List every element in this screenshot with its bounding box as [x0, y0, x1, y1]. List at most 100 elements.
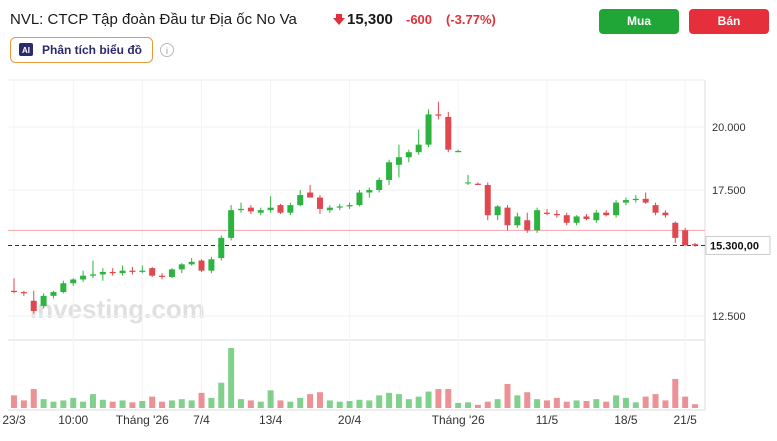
volume-bar	[228, 348, 235, 408]
volume-bar	[297, 397, 304, 408]
analysis-button[interactable]: AI Phân tích biểu đồ	[10, 37, 153, 63]
x-tick-label: Tháng '26	[116, 413, 169, 427]
x-tick-label: 13/4	[259, 413, 283, 427]
volume-bar	[573, 400, 580, 408]
volume-bar	[593, 399, 600, 408]
y-tick-label: 20.000	[712, 122, 746, 134]
candle-body	[208, 259, 215, 271]
analysis-label[interactable]: Phân tích biểu đồ	[42, 43, 142, 57]
volume-bar	[89, 394, 96, 408]
candle-body	[257, 210, 264, 213]
volume-bar	[622, 397, 629, 408]
volume-bar	[218, 382, 225, 408]
x-tick-label: 7/4	[193, 413, 210, 427]
ai-icon	[19, 43, 33, 56]
volume-bar	[682, 396, 689, 408]
candle-body	[89, 274, 96, 276]
candle-body	[277, 205, 284, 213]
volume-bar	[60, 400, 67, 408]
candle-body	[336, 206, 343, 208]
volume-bar	[50, 401, 57, 408]
candle-body	[11, 290, 17, 293]
candle-body	[50, 292, 57, 296]
volume-bar	[465, 402, 472, 408]
volume-bar	[603, 401, 610, 408]
candle-body	[119, 270, 126, 274]
volume-bar	[277, 400, 284, 408]
volume-bar	[405, 399, 412, 408]
volume-bar	[386, 392, 393, 408]
volume-bar	[692, 404, 699, 408]
volume-bar	[662, 400, 669, 408]
candle-body	[346, 205, 353, 207]
candle-body	[524, 220, 531, 231]
x-tick-label: 23/3	[2, 413, 26, 427]
price: 15,300	[347, 11, 393, 28]
last-price-label: 15.300,00	[710, 240, 759, 252]
volume-bar	[70, 397, 77, 408]
candle-body	[642, 198, 649, 203]
volume-bar	[287, 401, 294, 408]
candle-body	[267, 207, 274, 211]
sell-button[interactable]: Bán	[689, 9, 769, 34]
candle-body	[573, 216, 580, 223]
volume-bar	[534, 399, 541, 408]
x-tick-label: 21/5	[673, 413, 697, 427]
candle-body	[632, 198, 639, 201]
volume-bar	[168, 400, 175, 408]
candle-body	[613, 202, 620, 216]
volume-bar	[445, 389, 452, 408]
volume-bar	[109, 401, 116, 408]
candle-body	[316, 197, 323, 209]
change-pct: (-3.77%)	[446, 12, 496, 27]
candle-body	[149, 268, 156, 276]
candle-body	[395, 157, 402, 165]
candle-body	[603, 212, 610, 216]
candle-body	[30, 300, 37, 311]
stock-title: NVL: CTCP Tập đoàn Đầu tư Địa ốc No Va	[10, 11, 298, 28]
candle-body	[514, 216, 521, 226]
candle-body	[60, 283, 67, 293]
volume-bar	[159, 401, 166, 408]
volume-bar	[80, 401, 87, 408]
volume-bar	[652, 394, 659, 408]
candle-body	[178, 264, 185, 270]
info-icon[interactable]	[160, 43, 174, 57]
candle-body	[474, 183, 481, 185]
candle-body	[198, 260, 205, 271]
volume-bar	[376, 395, 383, 408]
x-tick-label: 10:00	[58, 413, 88, 427]
candle-body	[386, 162, 393, 180]
volume-bar	[632, 402, 639, 408]
sell-label[interactable]: Bán	[718, 14, 741, 28]
buy-label[interactable]: Mua	[627, 14, 651, 28]
candle-body	[218, 237, 225, 259]
volume-bar	[336, 401, 343, 408]
candle-body	[405, 152, 412, 158]
buy-button[interactable]: Mua	[599, 9, 679, 34]
x-tick-label: 18/5	[614, 413, 638, 427]
volume-bar	[119, 400, 126, 408]
volume-bar	[356, 399, 363, 408]
volume-bar	[563, 401, 570, 408]
volume-bar	[326, 400, 333, 408]
volume-bar	[247, 400, 254, 408]
candle-body	[247, 207, 254, 212]
volume-bar	[267, 390, 274, 408]
volume-bar	[455, 402, 462, 408]
candle-body	[553, 213, 560, 216]
volume-bar	[11, 395, 17, 408]
candle-body	[484, 184, 491, 216]
candle-body	[563, 215, 570, 223]
volume-bar	[484, 401, 491, 408]
candle-body	[356, 192, 363, 206]
candle-body	[238, 208, 245, 211]
candle-body	[326, 207, 333, 211]
candle-body	[415, 144, 422, 153]
volume-bar	[30, 389, 37, 408]
y-tick-label: 17.500	[712, 185, 746, 197]
volume-bar	[524, 392, 531, 408]
buy-bg	[599, 9, 679, 34]
volume-bar	[129, 402, 136, 408]
